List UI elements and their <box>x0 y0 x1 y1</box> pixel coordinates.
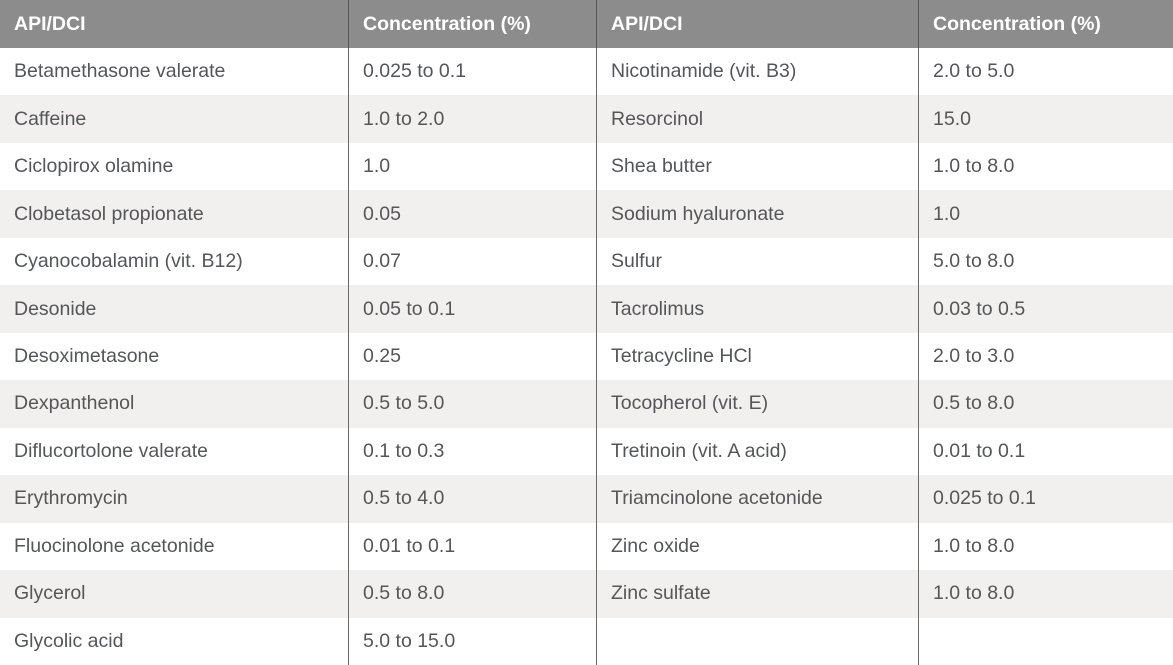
table-cell-right-concentration: 0.5 to 8.0 <box>918 380 1173 428</box>
table-cell-left-concentration: 0.07 <box>348 237 596 286</box>
table-cell-right-api: Resorcinol <box>596 95 918 143</box>
table-cell-left-concentration: 5.0 to 15.0 <box>348 617 596 665</box>
table-cell-right-concentration: 1.0 to 8.0 <box>918 522 1173 571</box>
column-header-concentration-right: Concentration (%) <box>918 0 1173 48</box>
table-cell-right-api: Triamcinolone acetonide <box>596 475 918 523</box>
table-cell-left-api: Glycerol <box>0 570 348 618</box>
table-cell-left-api: Fluocinolone acetonide <box>0 522 348 571</box>
table-cell-left-api: Diflucortolone valerate <box>0 427 348 476</box>
table-cell-left-api: Ciclopirox olamine <box>0 142 348 191</box>
table-cell-left-concentration: 1.0 to 2.0 <box>348 95 596 143</box>
table-cell-right-concentration: 0.03 to 0.5 <box>918 285 1173 333</box>
table-cell-right-api: Sulfur <box>596 237 918 286</box>
table-cell-right-concentration: 2.0 to 5.0 <box>918 48 1173 96</box>
table-cell-left-api: Glycolic acid <box>0 617 348 665</box>
table-cell-right-concentration: 5.0 to 8.0 <box>918 237 1173 286</box>
table-cell-left-concentration: 0.1 to 0.3 <box>348 427 596 476</box>
table-cell-right-concentration: 2.0 to 3.0 <box>918 332 1173 381</box>
table-cell-left-concentration: 0.05 <box>348 190 596 238</box>
column-header-api-right: API/DCI <box>596 0 918 48</box>
table-cell-right-concentration: 15.0 <box>918 95 1173 143</box>
table-cell-right-api <box>596 617 918 665</box>
table-cell-left-concentration: 1.0 <box>348 142 596 191</box>
table-cell-right-api: Zinc sulfate <box>596 570 918 618</box>
table-cell-left-concentration: 0.5 to 8.0 <box>348 570 596 618</box>
table-cell-right-api: Tretinoin (vit. A acid) <box>596 427 918 476</box>
table-cell-right-api: Sodium hyaluronate <box>596 190 918 238</box>
table-cell-right-api: Tocopherol (vit. E) <box>596 380 918 428</box>
table-cell-right-api: Tetracycline HCl <box>596 332 918 381</box>
table-cell-left-concentration: 0.25 <box>348 332 596 381</box>
table-cell-left-concentration: 0.05 to 0.1 <box>348 285 596 333</box>
table-cell-right-concentration <box>918 617 1173 665</box>
table-cell-left-concentration: 0.5 to 4.0 <box>348 475 596 523</box>
table-cell-right-concentration: 0.01 to 0.1 <box>918 427 1173 476</box>
column-header-api-left: API/DCI <box>0 0 348 48</box>
table-cell-right-api: Zinc oxide <box>596 522 918 571</box>
table-cell-left-api: Betamethasone valerate <box>0 48 348 96</box>
table-cell-left-api: Caffeine <box>0 95 348 143</box>
table-cell-right-api: Nicotinamide (vit. B3) <box>596 48 918 96</box>
table-cell-left-api: Cyanocobalamin (vit. B12) <box>0 237 348 286</box>
table-cell-left-api: Desonide <box>0 285 348 333</box>
table-cell-left-api: Desoximetasone <box>0 332 348 381</box>
table-cell-right-api: Tacrolimus <box>596 285 918 333</box>
table-cell-right-concentration: 1.0 to 8.0 <box>918 142 1173 191</box>
column-header-concentration-left: Concentration (%) <box>348 0 596 48</box>
table-cell-right-concentration: 1.0 <box>918 190 1173 238</box>
table-cell-left-api: Dexpanthenol <box>0 380 348 428</box>
table-cell-left-concentration: 0.01 to 0.1 <box>348 522 596 571</box>
table-cell-left-api: Erythromycin <box>0 475 348 523</box>
table-cell-right-concentration: 0.025 to 0.1 <box>918 475 1173 523</box>
table-cell-left-concentration: 0.025 to 0.1 <box>348 48 596 96</box>
table-cell-left-api: Clobetasol propionate <box>0 190 348 238</box>
table-cell-right-api: Shea butter <box>596 142 918 191</box>
table-cell-right-concentration: 1.0 to 8.0 <box>918 570 1173 618</box>
table-cell-left-concentration: 0.5 to 5.0 <box>348 380 596 428</box>
